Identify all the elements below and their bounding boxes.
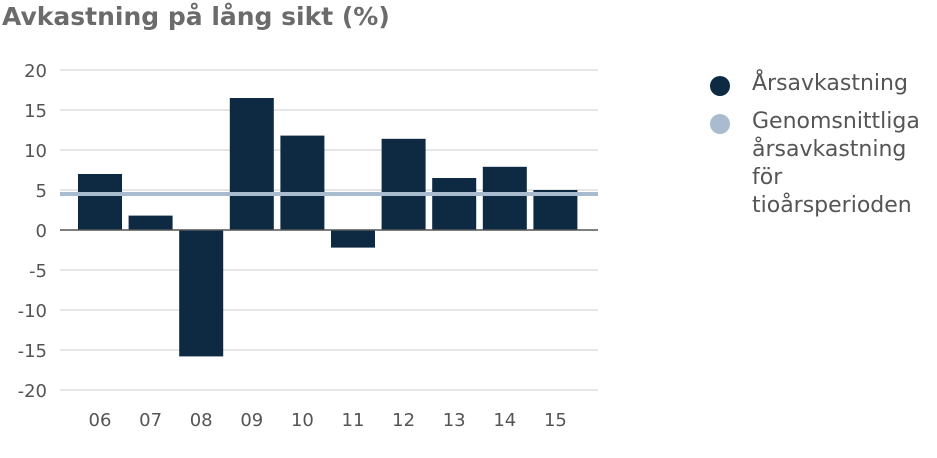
x-tick-label: 07 bbox=[139, 410, 162, 431]
legend-dot-icon bbox=[710, 76, 730, 96]
bar-12 bbox=[381, 138, 426, 230]
legend-label: Årsavkastning bbox=[752, 71, 908, 96]
legend-item-arsavkastning: Årsavkastning bbox=[710, 70, 935, 98]
bar-08 bbox=[179, 230, 224, 357]
x-tick-label: 12 bbox=[392, 410, 415, 431]
bar-13 bbox=[432, 178, 477, 230]
x-tick-label: 10 bbox=[291, 410, 314, 431]
x-tick-label: 11 bbox=[342, 410, 365, 431]
y-axis-ticks: 20 15 10 5 0 -5 -10 -15 -20 bbox=[18, 61, 47, 402]
y-tick-label: 10 bbox=[24, 141, 47, 162]
x-tick-label: 15 bbox=[544, 410, 567, 431]
legend: Årsavkastning Genomsnittliga årsavkastni… bbox=[710, 70, 935, 230]
gridlines bbox=[60, 69, 598, 391]
legend-dot-icon bbox=[710, 114, 730, 134]
x-tick-label: 14 bbox=[493, 410, 516, 431]
chart-title: Avkastning på lång sikt (%) bbox=[2, 2, 390, 31]
bar-14 bbox=[482, 166, 527, 230]
y-tick-label: -10 bbox=[18, 301, 47, 322]
x-axis-ticks: 06 07 08 09 10 11 12 13 14 15 bbox=[89, 410, 567, 431]
bar-10 bbox=[280, 135, 325, 230]
x-tick-label: 08 bbox=[190, 410, 213, 431]
y-tick-label: -5 bbox=[29, 261, 47, 282]
bar-07 bbox=[128, 215, 173, 230]
y-tick-label: 5 bbox=[36, 181, 47, 202]
x-tick-label: 09 bbox=[240, 410, 263, 431]
y-tick-label: 15 bbox=[24, 101, 47, 122]
x-tick-label: 06 bbox=[89, 410, 112, 431]
y-tick-label: 20 bbox=[24, 61, 47, 82]
legend-item-genomsnitt: Genomsnittliga årsavkastning för tioårsp… bbox=[710, 108, 935, 220]
bar-09 bbox=[229, 98, 274, 230]
bar-11 bbox=[331, 230, 375, 248]
bars bbox=[78, 98, 578, 357]
y-tick-label: -20 bbox=[18, 381, 47, 402]
legend-label: Genomsnittliga årsavkastning för tioårsp… bbox=[752, 109, 920, 218]
y-tick-label: 0 bbox=[36, 221, 47, 242]
x-tick-label: 13 bbox=[443, 410, 466, 431]
bar-15 bbox=[533, 190, 578, 230]
y-tick-label: -15 bbox=[18, 341, 47, 362]
bar-06 bbox=[78, 174, 122, 230]
